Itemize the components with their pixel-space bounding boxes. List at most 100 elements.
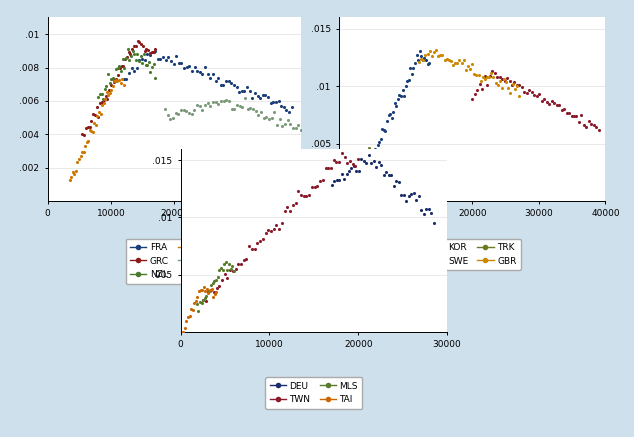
Point [105,90,115,97]
Point [419,54,429,61]
Point [96,90,107,97]
Point [120,56,130,63]
Point [266,100,276,107]
Point [221,78,231,85]
Point [72,159,82,166]
Point [354,167,364,174]
Point [202,100,212,107]
Point [124,57,134,64]
Point [584,118,594,125]
Point [184,312,195,319]
Point [101,83,112,90]
Point [226,265,236,272]
Point [416,55,426,62]
Point [82,124,93,131]
Point [115,80,126,87]
Point [139,48,150,55]
Point [91,104,101,111]
Point [359,156,369,163]
Point [532,93,542,100]
Point [89,120,100,127]
Point [208,294,218,301]
Point [356,164,366,171]
Point [198,284,209,291]
Point [566,112,576,119]
Point [84,123,94,130]
Point [193,307,204,314]
Point [134,57,144,64]
Point [203,287,213,294]
Point [385,111,395,118]
Point [119,62,129,69]
Point [81,125,91,132]
Legend: KOR, SWE, TRK, GBR: KOR, SWE, TRK, GBR [424,239,521,270]
Point [351,168,361,175]
Point [334,177,344,184]
Point [136,52,146,59]
Point [364,152,374,159]
Point [202,285,212,292]
Point [351,175,361,182]
Point [198,297,208,304]
Point [82,139,92,146]
Point [194,288,204,295]
Point [405,65,415,72]
Point [171,53,181,60]
Point [238,256,249,263]
Point [581,123,592,130]
Point [363,147,373,154]
Point [77,149,87,156]
Point [192,101,202,108]
Point [448,61,458,68]
Point [197,286,207,293]
Point [389,183,399,190]
Point [510,86,520,93]
Point [224,77,234,84]
Point [418,57,429,64]
Point [332,176,342,183]
Point [380,128,391,135]
Point [187,67,197,74]
Point [491,79,501,86]
Point [541,99,552,106]
Point [117,76,127,83]
Point [388,108,398,115]
Point [197,106,207,113]
Point [109,78,119,85]
Point [68,168,78,175]
Point [477,85,488,92]
Point [564,109,574,116]
Point [230,105,240,112]
Point [228,267,238,274]
Point [122,54,132,61]
Point [347,183,358,190]
Point [283,117,293,124]
Point [285,121,295,128]
Point [499,75,509,82]
Point [122,45,133,52]
Point [366,155,377,162]
Point [231,83,242,90]
Point [313,183,323,190]
Point [487,68,497,75]
Point [470,91,480,98]
Point [571,113,581,120]
Point [537,97,547,104]
Point [346,188,356,195]
Point [186,111,197,118]
Point [387,114,397,121]
Point [86,128,96,135]
Point [229,82,239,89]
Point [446,58,456,65]
Point [99,97,109,104]
Point [529,92,540,99]
Point [393,96,403,103]
Point [356,155,366,162]
Point [502,75,512,82]
Point [74,156,84,163]
Point [79,148,89,155]
Point [94,108,104,115]
Point [369,157,379,164]
Point [169,61,179,68]
Point [184,62,195,69]
